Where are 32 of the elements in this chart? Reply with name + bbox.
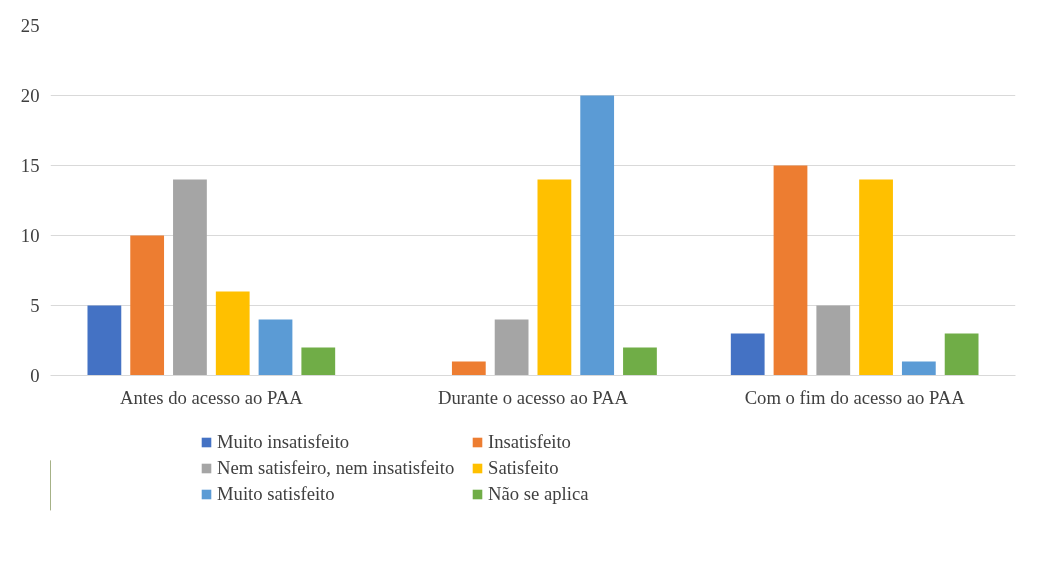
x-tick-label: Antes do acesso ao PAA xyxy=(119,386,304,408)
bar xyxy=(215,291,250,376)
legend-label: Não se aplica xyxy=(488,483,590,505)
bar xyxy=(623,347,657,376)
y-tick-label: 10 xyxy=(20,225,40,246)
bar xyxy=(173,179,207,376)
bar xyxy=(494,319,529,376)
y-tick-label: 20 xyxy=(20,85,40,106)
bar xyxy=(537,179,572,376)
x-tick-label: Durante o acesso ao PAA xyxy=(438,386,629,408)
x-tick-label: Com o fim do acesso ao PAA xyxy=(744,386,966,408)
bar xyxy=(130,235,165,376)
bar xyxy=(730,333,765,376)
legend-label: Muito satisfeito xyxy=(217,483,336,505)
bar xyxy=(901,361,936,376)
bar xyxy=(944,333,979,376)
y-tick-label: 25 xyxy=(20,15,40,36)
y-tick-label: 0 xyxy=(30,365,40,386)
legend-label: Insatisfeito xyxy=(488,431,572,453)
legend-label: Muito insatisfeito xyxy=(217,431,351,453)
bar xyxy=(451,361,486,376)
y-tick-label: 15 xyxy=(20,155,40,176)
legend-label: Satisfeito xyxy=(488,457,560,479)
bar xyxy=(816,305,851,376)
y-tick-label: 5 xyxy=(30,295,40,316)
bar xyxy=(773,165,808,376)
bar xyxy=(859,179,893,376)
bar xyxy=(87,305,122,376)
bar xyxy=(301,347,336,376)
bar xyxy=(580,95,615,376)
bar xyxy=(258,319,293,376)
legend-label: Nem satisfeiro, nem insatisfeito xyxy=(217,457,456,479)
